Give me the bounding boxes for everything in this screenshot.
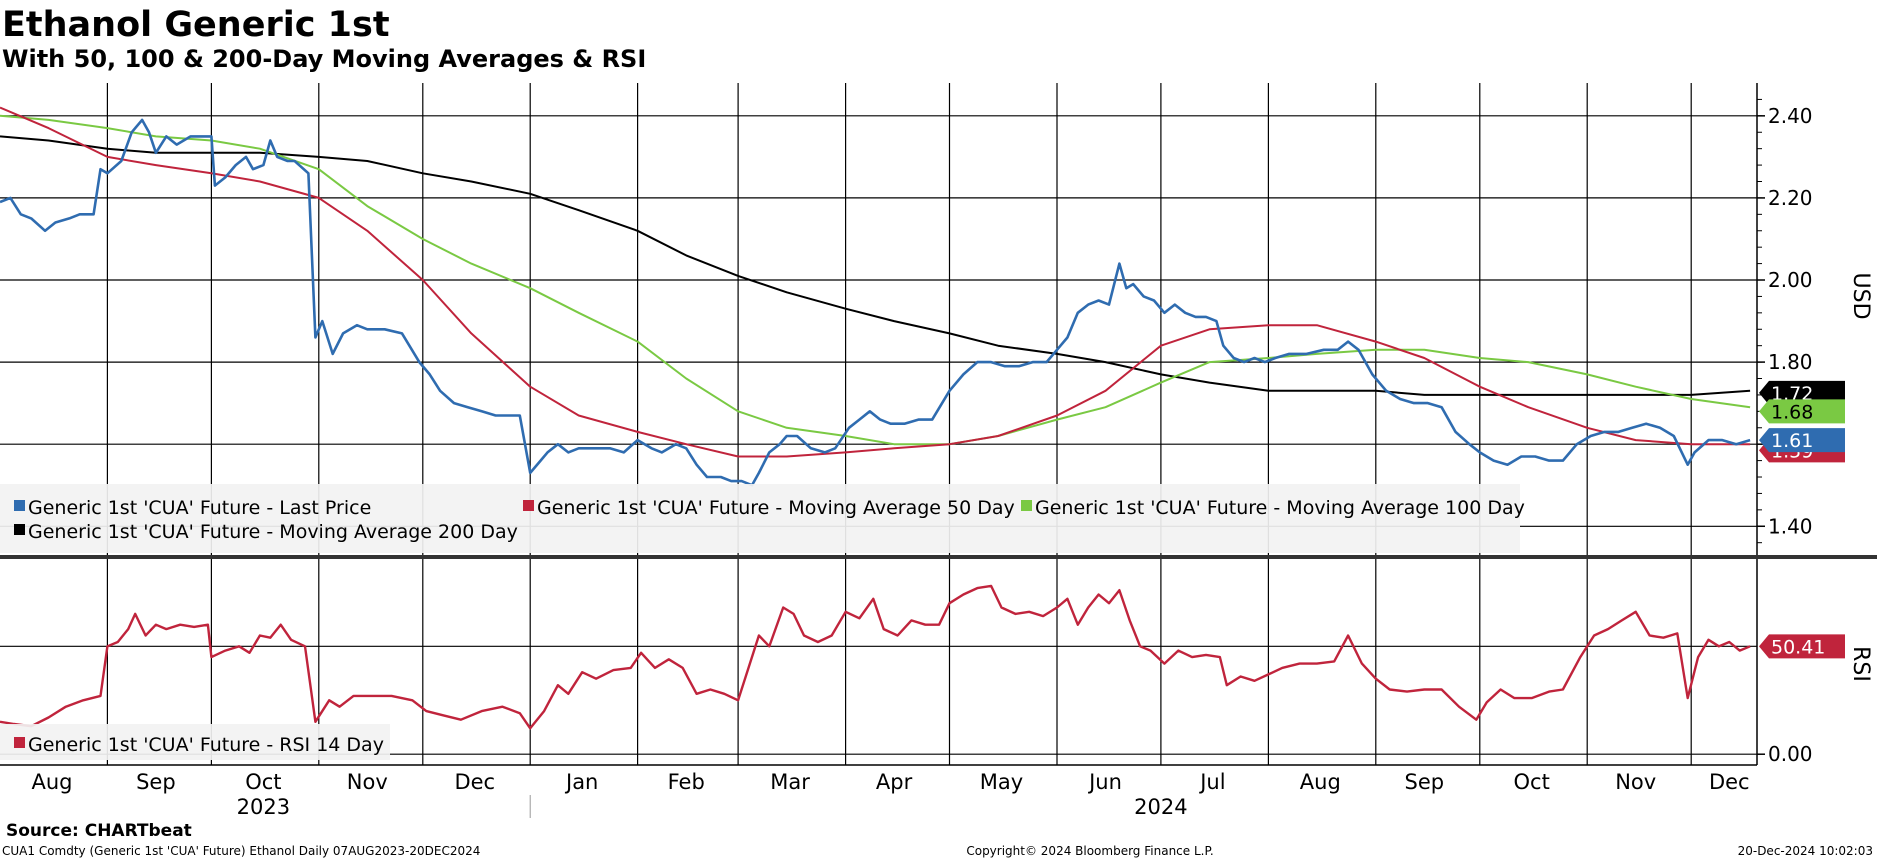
x-month-label: Oct bbox=[245, 770, 281, 794]
x-month-label: Nov bbox=[1615, 770, 1656, 794]
x-month-label: Apr bbox=[876, 770, 913, 794]
legend-label-ma100: Generic 1st 'CUA' Future - Moving Averag… bbox=[1035, 497, 1525, 519]
x-month-label: Aug bbox=[1300, 770, 1341, 794]
price-legend: Generic 1st 'CUA' Future - Last Price Ge… bbox=[0, 484, 1525, 553]
source-label: Source: CHARTbeat bbox=[6, 821, 192, 841]
x-year-label: 2023 bbox=[237, 795, 290, 819]
last-value-badge: 1.61 bbox=[1759, 428, 1845, 452]
price-axis-label: USD bbox=[1848, 272, 1873, 319]
rsi-panel-series bbox=[0, 584, 1751, 730]
x-month-label: Jul bbox=[1198, 770, 1225, 794]
badge-value: 1.68 bbox=[1771, 401, 1813, 423]
series-line bbox=[0, 114, 1751, 446]
legend-label-last-price: Generic 1st 'CUA' Future - Last Price bbox=[28, 497, 371, 519]
footer-right: 20-Dec-2024 10:02:03 bbox=[1738, 844, 1873, 858]
x-month-label: Jun bbox=[1087, 770, 1122, 794]
chart-subtitle: With 50, 100 & 200-Day Moving Averages &… bbox=[2, 45, 646, 73]
badge-value: 50.41 bbox=[1771, 636, 1825, 658]
x-month-label: Sep bbox=[1405, 770, 1445, 794]
rsi-axis-label: RSI bbox=[1848, 646, 1873, 682]
y-tick-label: 2.20 bbox=[1768, 186, 1813, 210]
legend-swatch-last-price bbox=[14, 500, 25, 511]
legend-label-ma200: Generic 1st 'CUA' Future - Moving Averag… bbox=[28, 521, 518, 543]
legend-label-rsi: Generic 1st 'CUA' Future - RSI 14 Day bbox=[28, 734, 384, 756]
rsi-legend-background bbox=[0, 724, 390, 760]
x-month-label: Sep bbox=[136, 770, 176, 794]
legend-swatch-ma50 bbox=[523, 500, 534, 511]
series-line bbox=[0, 106, 1751, 458]
x-month-label: May bbox=[980, 770, 1023, 794]
y-tick-label: 2.40 bbox=[1768, 104, 1813, 128]
x-month-label: Feb bbox=[668, 770, 705, 794]
badge-shape bbox=[1759, 399, 1845, 424]
x-month-label: Oct bbox=[1514, 770, 1550, 794]
legend-swatch-ma100 bbox=[1021, 500, 1032, 511]
x-month-label: Nov bbox=[347, 770, 388, 794]
price-panel-series bbox=[0, 106, 1751, 487]
chart-title: Ethanol Generic 1st bbox=[2, 5, 390, 45]
series-line bbox=[0, 118, 1751, 487]
last-value-badge: 1.68 bbox=[1759, 399, 1845, 424]
footer-center: Copyright© 2024 Bloomberg Finance L.P. bbox=[966, 844, 1213, 858]
footer-left: CUA1 Comdty (Generic 1st 'CUA' Future) E… bbox=[2, 844, 480, 858]
badge-shape bbox=[1759, 428, 1845, 453]
badge-value: 1.61 bbox=[1771, 430, 1813, 452]
legend-swatch-ma200 bbox=[14, 524, 25, 535]
legend-swatch-rsi bbox=[14, 737, 25, 748]
x-year-label: 2024 bbox=[1134, 795, 1187, 819]
series-line bbox=[0, 584, 1751, 730]
x-month-label: Dec bbox=[1709, 770, 1750, 794]
rsi-legend: Generic 1st 'CUA' Future - RSI 14 Day bbox=[0, 724, 390, 760]
x-axis: Aug Sep Oct Nov Dec Jan Feb Mar Apr May Jun Jul Aug S… bbox=[31, 770, 1749, 819]
x-month-label: Mar bbox=[770, 770, 810, 794]
y-tick-label: 2.00 bbox=[1768, 268, 1813, 292]
x-month-label: Jan bbox=[564, 770, 598, 794]
legend-label-ma50: Generic 1st 'CUA' Future - Moving Averag… bbox=[537, 497, 1015, 519]
badge-shape bbox=[1759, 380, 1845, 405]
badge-shape bbox=[1759, 634, 1845, 659]
price-legend-background bbox=[0, 484, 1520, 553]
grid-lines bbox=[0, 83, 1877, 766]
last-value-badge: 50.41 bbox=[1759, 634, 1845, 659]
x-month-label: Dec bbox=[454, 770, 495, 794]
series-line bbox=[0, 135, 1751, 396]
y-tick-label: 1.80 bbox=[1768, 350, 1813, 374]
x-month-label: Aug bbox=[31, 770, 72, 794]
rsi-y-tick-label: 0.00 bbox=[1768, 742, 1813, 766]
y-tick-label: 1.40 bbox=[1768, 514, 1813, 538]
